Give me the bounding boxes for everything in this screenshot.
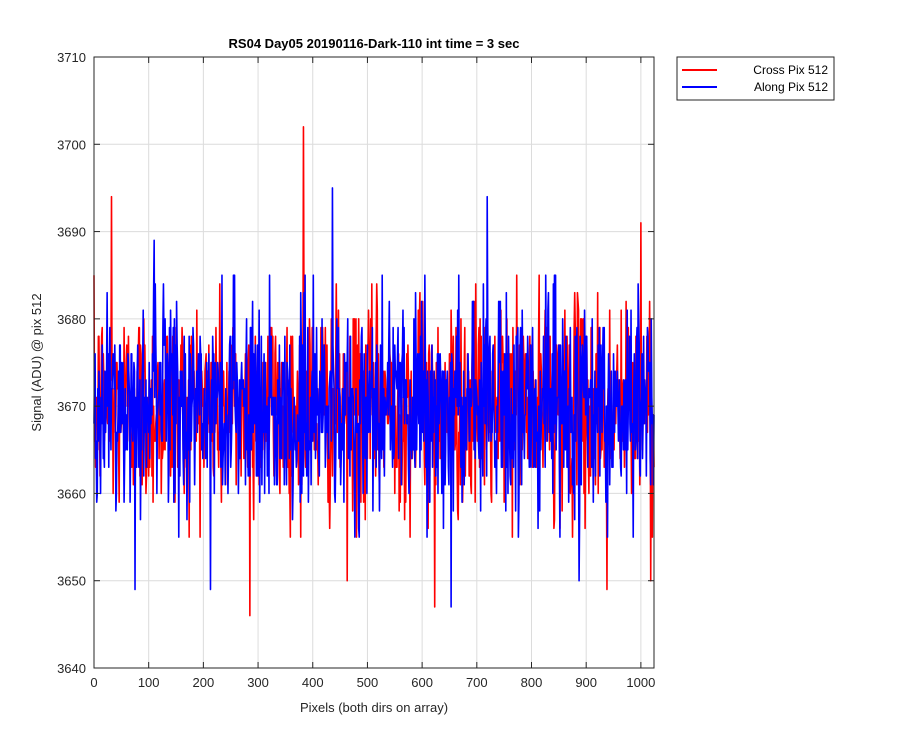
y-tick-label: 3700 — [57, 137, 86, 152]
legend-label-cross: Cross Pix 512 — [753, 63, 828, 77]
x-tick-label: 300 — [247, 675, 269, 690]
x-tick-label: 200 — [193, 675, 215, 690]
x-tick-label: 400 — [302, 675, 324, 690]
y-tick-label: 3710 — [57, 50, 86, 65]
series-line-along — [93, 187, 655, 608]
chart-title: RS04 Day05 20190116-Dark-110 int time = … — [229, 36, 520, 51]
legend: Cross Pix 512 Along Pix 512 — [676, 56, 835, 101]
y-tick-label: 3650 — [57, 574, 86, 589]
x-tick-label: 0 — [90, 675, 97, 690]
x-tick-label: 900 — [575, 675, 597, 690]
x-axis-label: Pixels (both dirs on array) — [300, 700, 448, 715]
y-tick-label: 3640 — [57, 661, 86, 676]
x-tick-label: 1000 — [626, 675, 655, 690]
y-tick-label: 3670 — [57, 399, 86, 414]
y-tick-label: 3660 — [57, 486, 86, 501]
x-tick-label: 700 — [466, 675, 488, 690]
y-tick-label: 3690 — [57, 225, 86, 240]
series-layer — [93, 126, 655, 617]
x-tick-label: 600 — [411, 675, 433, 690]
y-tick-label: 3680 — [57, 312, 86, 327]
ticks: 0 100 200 300 400 500 600 700 800 900 1000 3640 3650… — [57, 50, 655, 690]
x-tick-label: 800 — [521, 675, 543, 690]
x-tick-label: 100 — [138, 675, 160, 690]
legend-box — [676, 56, 835, 101]
legend-label-along: Along Pix 512 — [754, 80, 828, 94]
y-axis-label: Signal (ADU) @ pix 512 — [29, 293, 44, 431]
plot-frame — [93, 56, 655, 669]
x-tick-label: 500 — [357, 675, 379, 690]
